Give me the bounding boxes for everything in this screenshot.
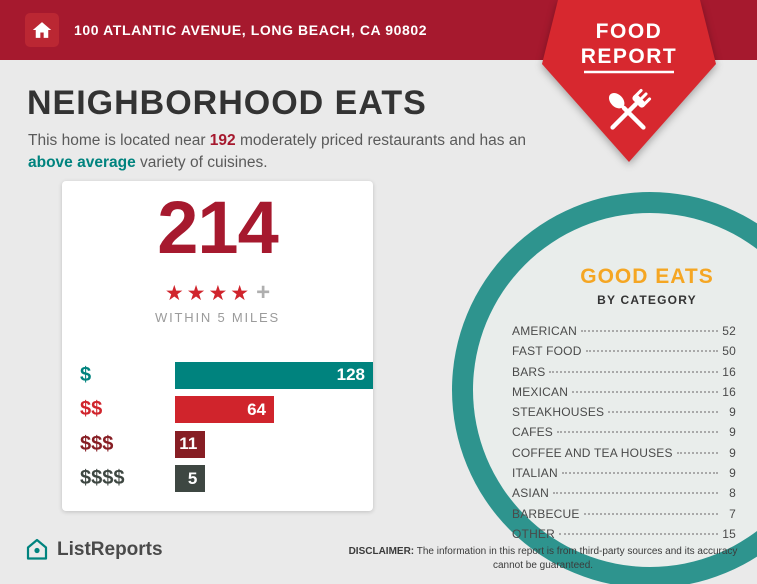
stars: ★★★★ bbox=[164, 282, 253, 305]
dotted-leader bbox=[608, 411, 718, 414]
price-tier-label: $$ bbox=[80, 398, 103, 421]
disclaimer-text: The information in this report is from t… bbox=[414, 546, 738, 571]
category-value: 16 bbox=[722, 364, 736, 379]
price-bar-row: $ 128 bbox=[80, 358, 373, 393]
category-name: BARBECUE bbox=[512, 506, 580, 521]
category-row: BARBECUE 7 bbox=[512, 507, 736, 527]
price-bar-track: 128 bbox=[175, 361, 373, 389]
category-value: 9 bbox=[729, 425, 736, 440]
category-value: 16 bbox=[722, 384, 736, 399]
category-name: ASIAN bbox=[512, 486, 550, 501]
variety-highlight: above average bbox=[28, 154, 136, 172]
category-row: AMERICAN 52 bbox=[512, 324, 736, 344]
category-row: COFFEE AND TEA HOUSES 9 bbox=[512, 446, 736, 466]
category-name: COFFEE AND TEA HOUSES bbox=[512, 445, 673, 460]
plus-sign: + bbox=[256, 279, 271, 306]
price-bar: 5 bbox=[175, 465, 206, 493]
dotted-leader bbox=[553, 492, 718, 495]
price-bar: 64 bbox=[175, 396, 274, 424]
category-row: FAST FOOD 50 bbox=[512, 344, 736, 364]
price-bar-track: 64 bbox=[175, 396, 373, 424]
good-eats-circle-inner bbox=[473, 213, 757, 567]
good-eats-subtitle: BY CATEGORY bbox=[597, 293, 697, 307]
category-value: 15 bbox=[722, 526, 736, 541]
price-bar-value: 128 bbox=[336, 365, 365, 385]
price-bar: 11 bbox=[175, 430, 206, 458]
utensils-icon bbox=[608, 88, 652, 130]
category-name: BARS bbox=[512, 364, 546, 379]
listreports-logo: ListReports bbox=[24, 537, 163, 562]
dotted-leader bbox=[580, 330, 718, 332]
restaurant-summary-card: 214 ★★★★ + WITHIN 5 MILES $ 128 $$ 64 $$$… bbox=[62, 181, 373, 511]
ribbon-line2: REPORT bbox=[581, 45, 678, 68]
category-name: STEAKHOUSES bbox=[512, 405, 605, 420]
ribbon-shape bbox=[542, 0, 716, 162]
intro-prefix: This home is located near bbox=[28, 132, 210, 149]
good-eats-header: GOOD EATS BY CATEGORY bbox=[497, 265, 757, 307]
price-bar: 128 bbox=[175, 361, 373, 389]
dotted-leader bbox=[583, 512, 718, 515]
price-bar-track: 11 bbox=[175, 430, 373, 458]
good-eats-circle bbox=[452, 192, 757, 584]
disclaimer-label: DISCLAIMER: bbox=[348, 546, 415, 557]
category-name: AMERICAN bbox=[512, 324, 577, 338]
disclaimer: DISCLAIMER: The information in this repo… bbox=[336, 545, 750, 573]
category-list: AMERICAN 52 FAST FOOD 50 BARS 16 MEXICAN… bbox=[512, 324, 736, 547]
home-icon-glyph bbox=[32, 22, 52, 38]
total-restaurants: 214 bbox=[157, 186, 278, 269]
category-value: 8 bbox=[729, 486, 736, 501]
radius-label: WITHIN 5 MILES bbox=[155, 310, 280, 325]
intro-middle: moderately priced restaurants and has an bbox=[235, 132, 527, 149]
price-bar-row: $$$$ 5 bbox=[80, 462, 373, 497]
brand-name: ListReports bbox=[57, 538, 163, 560]
star-rating: ★★★★ + bbox=[62, 279, 373, 307]
food-report-ribbon: FOOD REPORT bbox=[542, 0, 716, 162]
category-value: 9 bbox=[729, 445, 736, 460]
category-row: BARS 16 bbox=[512, 365, 736, 385]
category-row: CAFES 9 bbox=[512, 425, 736, 445]
price-bar-value: 5 bbox=[187, 468, 198, 488]
category-name: FAST FOOD bbox=[512, 344, 582, 359]
category-name: ITALIAN bbox=[512, 466, 558, 481]
price-bar-value: 64 bbox=[247, 399, 266, 419]
price-bar-value: 11 bbox=[179, 434, 198, 454]
category-row: STEAKHOUSES 9 bbox=[512, 405, 736, 425]
category-value: 7 bbox=[729, 506, 736, 521]
category-row: ITALIAN 9 bbox=[512, 466, 736, 486]
listreports-house-icon bbox=[26, 538, 48, 560]
restaurant-count: 192 bbox=[209, 132, 236, 149]
dotted-leader bbox=[561, 472, 718, 475]
dotted-leader bbox=[557, 431, 718, 434]
dotted-leader bbox=[549, 370, 718, 373]
price-tier-bar-chart: $ 128 $$ 64 $$$ 11 $$$$ bbox=[80, 358, 373, 496]
price-bar-row: $$$ 11 bbox=[80, 427, 373, 462]
intro-text: This home is located near 192 moderately… bbox=[28, 130, 543, 175]
ribbon-line1: FOOD bbox=[596, 20, 663, 43]
category-row: OTHER 15 bbox=[512, 527, 736, 547]
intro-suffix: variety of cuisines. bbox=[135, 154, 268, 172]
category-name: CAFES bbox=[512, 425, 554, 440]
price-tier-label: $ bbox=[80, 363, 92, 386]
property-address: 100 ATLANTIC AVENUE, LONG BEACH, CA 9080… bbox=[74, 22, 428, 38]
category-row: MEXICAN 16 bbox=[512, 385, 736, 405]
page-title: NEIGHBORHOOD EATS bbox=[27, 84, 427, 122]
good-eats-title: GOOD EATS bbox=[580, 265, 714, 288]
price-tier-label: $$$$ bbox=[80, 467, 125, 490]
price-bar-row: $$ 64 bbox=[80, 393, 373, 428]
category-name: MEXICAN bbox=[512, 384, 569, 399]
category-value: 9 bbox=[729, 405, 736, 420]
category-value: 9 bbox=[729, 466, 736, 481]
dotted-leader bbox=[585, 350, 718, 353]
dotted-leader bbox=[676, 451, 718, 454]
category-value: 50 bbox=[722, 344, 736, 359]
home-icon bbox=[25, 13, 59, 47]
dotted-leader bbox=[572, 390, 718, 393]
price-tier-label: $$$ bbox=[80, 432, 114, 455]
dotted-leader bbox=[559, 532, 718, 535]
category-name: OTHER bbox=[512, 526, 555, 541]
price-bar-track: 5 bbox=[175, 465, 373, 493]
category-row: ASIAN 8 bbox=[512, 486, 736, 506]
category-value: 52 bbox=[722, 324, 736, 338]
